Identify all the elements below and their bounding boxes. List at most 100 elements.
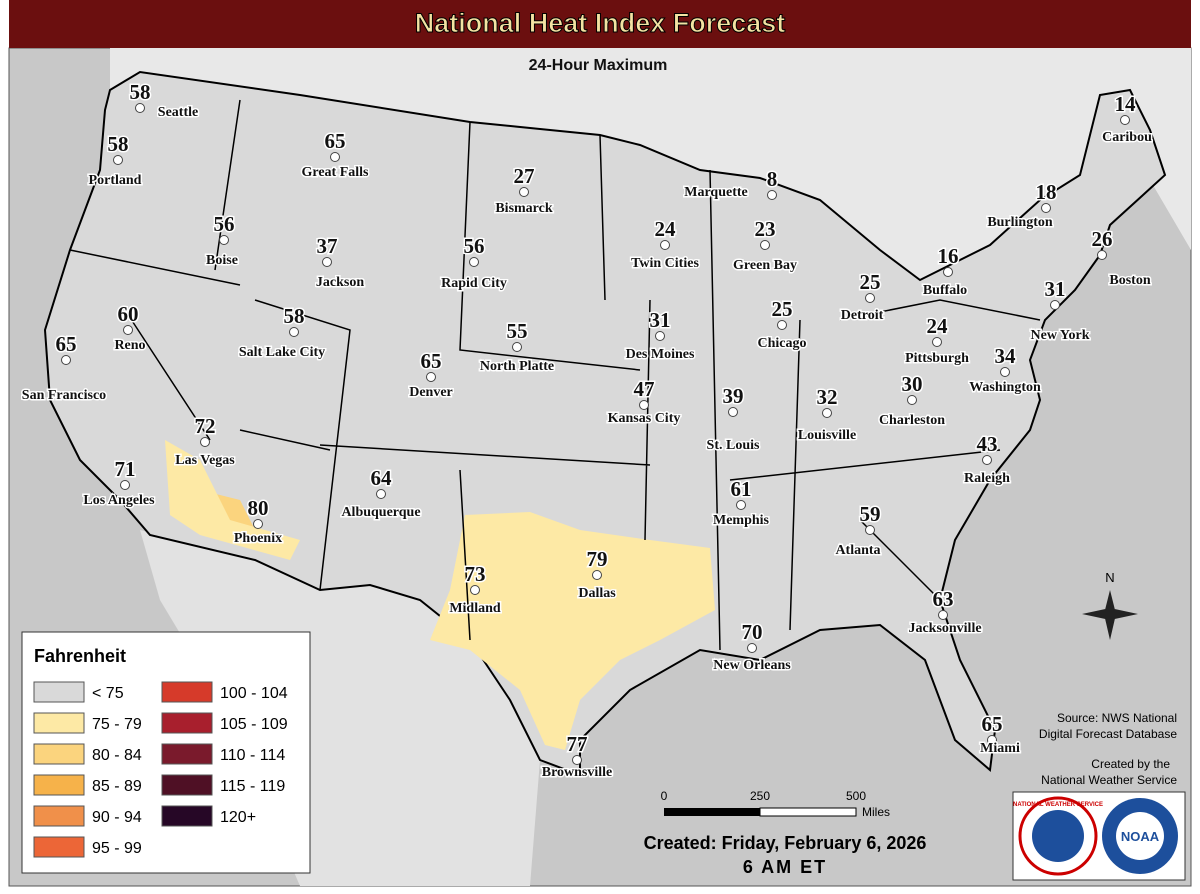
city-marker: [200, 437, 210, 447]
city-value: 56: [214, 212, 235, 236]
legend-label: < 75: [92, 685, 124, 702]
city-value: 34: [995, 344, 1017, 368]
legend-label: 90 - 94: [92, 809, 142, 826]
city-value: 55: [507, 319, 528, 343]
city-marker: [932, 337, 942, 347]
city-name: Seattle: [158, 105, 198, 120]
legend-label: 110 - 114: [220, 747, 285, 764]
city-marker: [907, 395, 917, 405]
created-by: National Weather Service: [1041, 773, 1177, 787]
city-name: Green Bay: [733, 258, 797, 273]
city-name: Jackson: [316, 275, 364, 290]
city-value: 58: [284, 304, 305, 328]
city-value: 65: [56, 332, 77, 356]
source: Digital Forecast Database: [1039, 727, 1177, 741]
city-value: 14: [1115, 92, 1137, 116]
legend-label: 75 - 79: [92, 716, 142, 733]
city-name: Dallas: [578, 586, 616, 601]
city-name: Caribou: [1102, 130, 1152, 145]
city-marker: [330, 152, 340, 162]
city-value: 31: [650, 308, 671, 332]
city-name: Twin Cities: [631, 256, 699, 271]
city-value: 23: [755, 217, 776, 241]
city-marker: [655, 331, 665, 341]
legend-swatch: [33, 712, 85, 734]
city-value: 59: [860, 502, 881, 526]
city-name: Portland: [89, 173, 142, 188]
scale-label: 0: [661, 789, 668, 803]
heat-region: [165, 440, 300, 560]
city-value: 65: [982, 712, 1003, 736]
city-value: 61: [731, 477, 752, 501]
city-name: Los Angeles: [83, 493, 155, 508]
city-name: Burlington: [987, 215, 1053, 230]
city-name: Boston: [1109, 273, 1150, 288]
city-name: Louisville: [798, 428, 856, 443]
city-name: New York: [1031, 328, 1090, 343]
scale-label: 250: [750, 789, 770, 803]
city-value: 16: [938, 244, 959, 268]
city-marker: [760, 240, 770, 250]
city-marker: [592, 570, 602, 580]
city-marker: [938, 610, 948, 620]
city-marker: [1000, 367, 1010, 377]
city-value: 37: [317, 234, 338, 258]
city-marker: [777, 320, 787, 330]
legend: Fahrenheit < 75 75 - 79 80 - 84 85 - 89 90 -…: [21, 631, 311, 874]
city-value: 65: [325, 129, 346, 153]
city-marker: [123, 325, 133, 335]
city-name: Midland: [449, 601, 501, 616]
city-name: North Platte: [480, 359, 554, 374]
legend-swatch: [33, 681, 85, 703]
city-name: Marquette: [684, 185, 748, 200]
legend-label: 95 - 99: [92, 840, 142, 857]
title: National Heat Index Forecast: [415, 8, 786, 38]
heat-region: [430, 512, 715, 750]
noaa-logo-text: NOAA: [1121, 829, 1160, 844]
legend-label: 100 - 104: [220, 685, 288, 702]
city-marker: [1050, 300, 1060, 310]
city-name: St. Louis: [707, 438, 760, 453]
city-value: 79: [587, 547, 608, 571]
city-value: 25: [860, 270, 881, 294]
city-marker: [120, 480, 130, 490]
city-value: 24: [655, 217, 677, 241]
city-marker: [61, 355, 71, 365]
city-value: 58: [130, 80, 151, 104]
legend-swatch: [161, 805, 213, 827]
city-name: Albuquerque: [341, 505, 420, 520]
cities: 58 Seattle 58 Portland 65 Great Falls 56 Boise 3…: [20, 79, 1153, 782]
us-land: [43, 70, 1167, 777]
legend-label: 115 - 119: [220, 778, 285, 795]
city-value: 32: [817, 385, 838, 409]
city-marker: [469, 257, 479, 267]
city-marker: [470, 585, 480, 595]
city-marker: [747, 643, 757, 653]
city-value: 73: [465, 562, 486, 586]
city-value: 25: [772, 297, 793, 321]
city-name: Boise: [206, 253, 238, 268]
city-value: 8: [767, 167, 778, 191]
city-name: Detroit: [841, 308, 884, 323]
city-value: 63: [933, 587, 954, 611]
city-value: 77: [567, 732, 588, 756]
city-name: Atlanta: [835, 543, 880, 558]
city-name: Chicago: [758, 336, 807, 351]
city-marker: [865, 293, 875, 303]
created-date: Created: Friday, February 6, 2026: [644, 833, 927, 853]
city-marker: [639, 400, 649, 410]
city-name: Washington: [969, 380, 1041, 395]
city-marker: [572, 755, 582, 765]
city-name: Rapid City: [441, 276, 507, 291]
city-marker: [253, 519, 263, 529]
city-marker: [660, 240, 670, 250]
legend-label: 120+: [220, 809, 256, 826]
city-marker: [767, 190, 777, 200]
city-name: Salt Lake City: [239, 345, 325, 360]
scale-unit: Miles: [862, 805, 890, 819]
city-marker: [728, 407, 738, 417]
city-name: Kansas City: [608, 411, 681, 426]
city-marker: [1041, 203, 1051, 213]
city-value: 58: [108, 132, 129, 156]
